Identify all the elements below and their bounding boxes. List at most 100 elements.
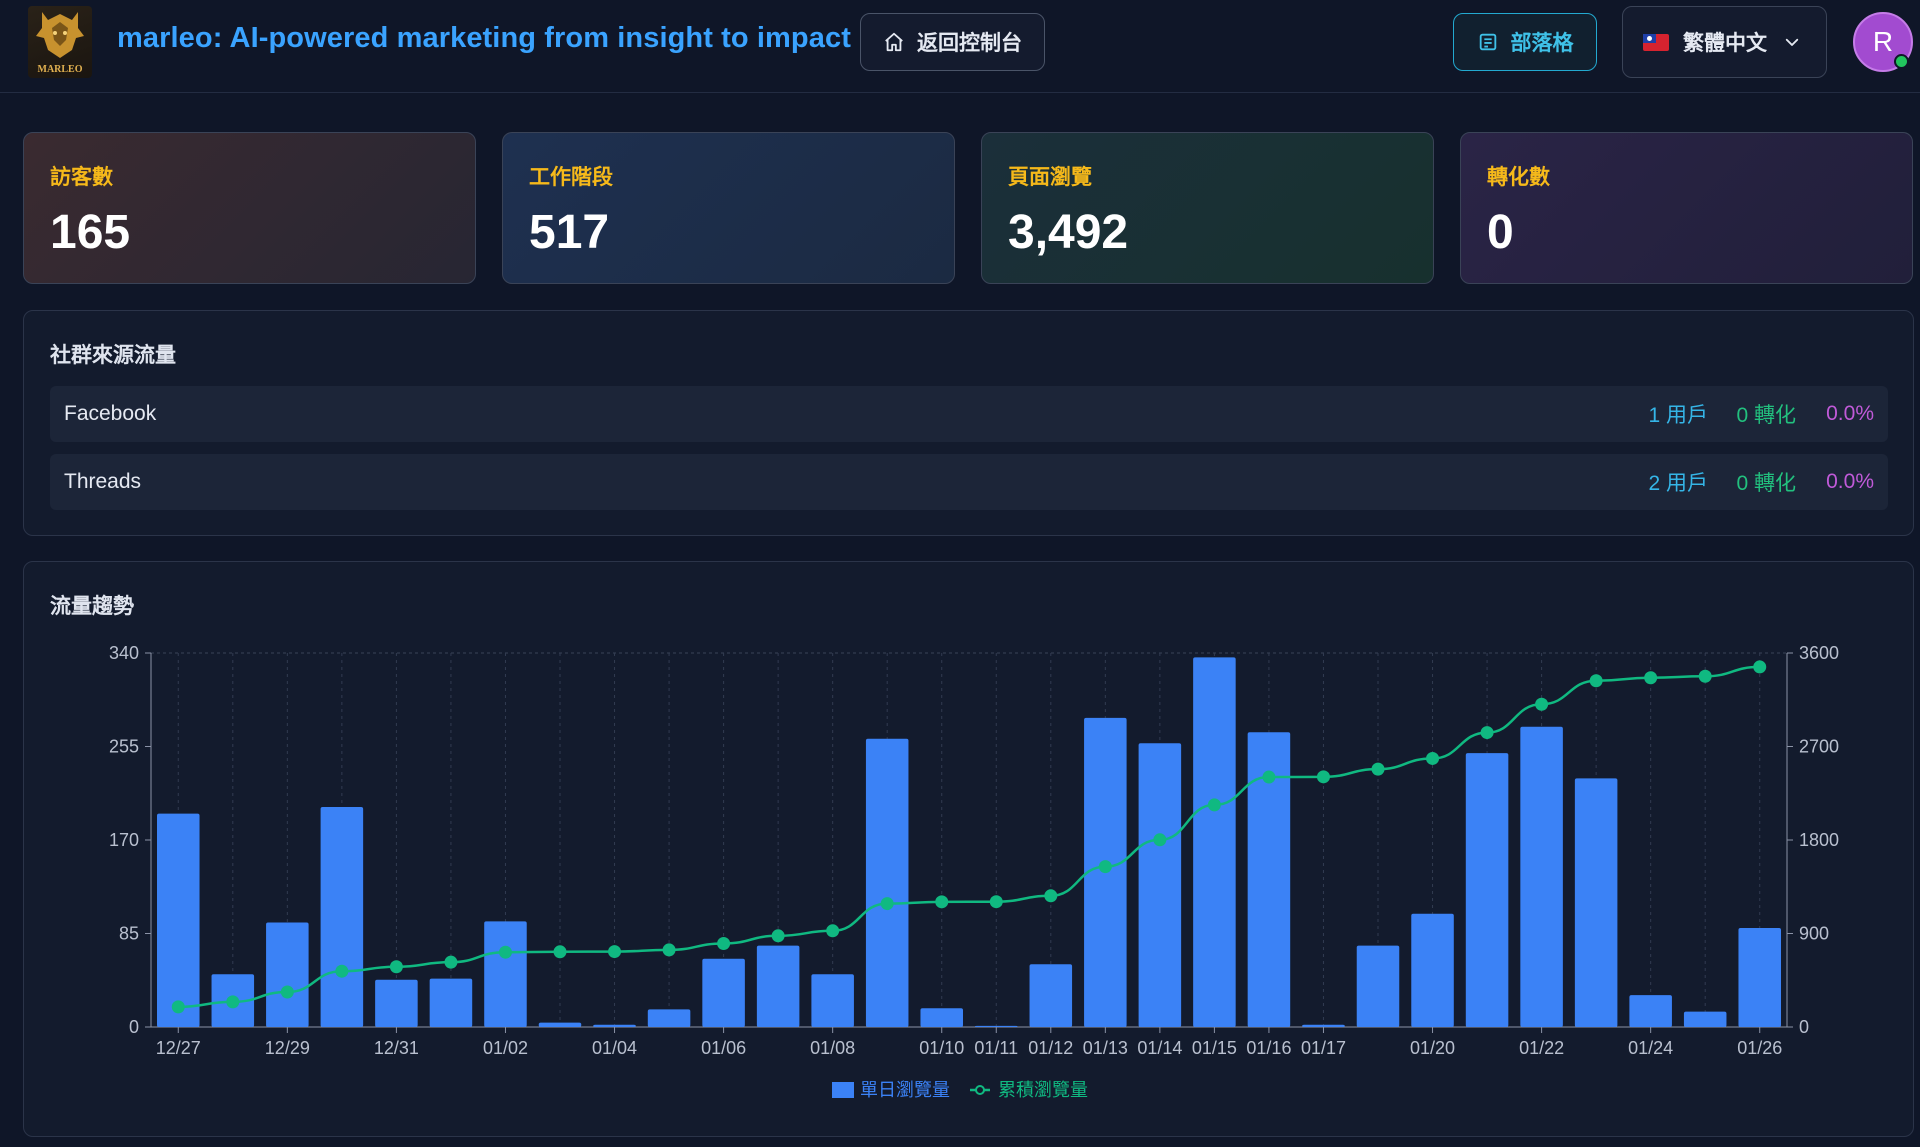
- bar-daily-views: [1029, 964, 1073, 1027]
- point-cumulative-views: [1262, 770, 1276, 784]
- traffic-trend-chart: 0 85 170 255 340 0 900 1800 2700 3600 12/27 12/29 12…: [109, 643, 1839, 1100]
- point-cumulative-views: [880, 897, 894, 911]
- stat-card-visitors: 訪客數 165: [23, 132, 476, 284]
- bar-daily-views: [1247, 732, 1291, 1027]
- blog-label: 部落格: [1510, 32, 1574, 55]
- x-tick-label: 01/13: [1083, 1038, 1128, 1058]
- social-traffic-panel: 社群來源流量 Facebook 1 用戶 0 轉化 0.0% Threads 2…: [23, 310, 1914, 536]
- point-cumulative-views: [1535, 697, 1549, 711]
- y-left-tick-label: 340: [109, 643, 139, 663]
- bar-daily-views: [538, 1022, 582, 1027]
- stat-label: 工作階段: [529, 166, 613, 189]
- bar-daily-views: [811, 974, 854, 1027]
- bar-daily-views: [1738, 928, 1782, 1027]
- point-cumulative-views: [1098, 860, 1112, 874]
- stat-value: 3,492: [1008, 206, 1129, 259]
- bar-daily-views: [1520, 726, 1563, 1027]
- y-left-tick-label: 85: [119, 924, 139, 944]
- bar-daily-views: [429, 978, 473, 1027]
- bar-daily-views: [702, 958, 745, 1027]
- legend-swatch-bar: [832, 1082, 854, 1098]
- point-cumulative-views: [280, 985, 294, 999]
- point-cumulative-views: [1426, 751, 1440, 765]
- x-tick-label: 01/22: [1519, 1038, 1564, 1058]
- point-cumulative-views: [662, 943, 676, 957]
- y-right-tick-label: 0: [1799, 1017, 1809, 1037]
- stat-value: 165: [50, 206, 131, 259]
- language-select[interactable]: 繁體中文: [1622, 6, 1827, 78]
- source-users: 1 用戶: [1648, 404, 1708, 427]
- y-left-tick-label: 255: [109, 737, 139, 757]
- point-cumulative-views: [335, 964, 349, 978]
- social-row-threads[interactable]: Threads 2 用戶 0 轉化 0.0%: [50, 454, 1888, 510]
- point-cumulative-views: [1207, 798, 1221, 812]
- x-tick-label: 01/20: [1410, 1038, 1455, 1058]
- x-tick-label: 01/15: [1192, 1038, 1237, 1058]
- bar-daily-views: [320, 807, 364, 1027]
- source-name: Threads: [64, 470, 142, 493]
- bar-daily-views: [756, 945, 800, 1027]
- x-tick-label: 01/14: [1137, 1038, 1182, 1058]
- marleo-logo[interactable]: MARLEO: [28, 6, 92, 78]
- app-title: marleo: AI-powered marketing from insigh…: [117, 22, 851, 54]
- x-tick-label: 01/12: [1028, 1038, 1073, 1058]
- logo-text: MARLEO: [38, 64, 83, 75]
- bar-daily-views: [1574, 778, 1618, 1027]
- point-cumulative-views: [171, 1000, 185, 1014]
- point-cumulative-views: [553, 945, 567, 959]
- point-cumulative-views: [1316, 770, 1330, 784]
- point-cumulative-views: [1589, 674, 1603, 688]
- stat-value: 0: [1487, 206, 1514, 259]
- y-right-tick-label: 2700: [1799, 737, 1839, 757]
- back-to-dashboard-label: 返回控制台: [917, 32, 1022, 55]
- point-cumulative-views: [1371, 762, 1385, 776]
- x-tick-label: 01/02: [483, 1038, 528, 1058]
- stat-label: 訪客數: [50, 166, 113, 189]
- point-cumulative-views: [935, 895, 949, 909]
- x-tick-label: 01/26: [1737, 1038, 1782, 1058]
- stat-label: 轉化數: [1487, 166, 1550, 189]
- source-conversion-rate: 0.0%: [1826, 470, 1874, 493]
- x-tick-label: 12/29: [265, 1038, 310, 1058]
- x-tick-label: 01/10: [919, 1038, 964, 1058]
- point-cumulative-views: [608, 945, 622, 959]
- point-cumulative-views: [498, 945, 512, 959]
- home-icon: [885, 32, 903, 52]
- x-tick-label: 01/17: [1301, 1038, 1346, 1058]
- y-right-tick-label: 900: [1799, 924, 1829, 944]
- traffic-trend-panel: 流量趨勢 0 85 170 255 340 0 900 1800 2700 3600 12/27 12…: [23, 561, 1914, 1137]
- traffic-trend-title: 流量趨勢: [50, 595, 134, 618]
- social-traffic-title: 社群來源流量: [50, 344, 176, 367]
- source-users: 2 用戶: [1648, 472, 1708, 495]
- y-right-tick-label: 1800: [1799, 830, 1839, 850]
- x-tick-label: 01/08: [810, 1038, 855, 1058]
- y-left-tick-label: 0: [129, 1017, 139, 1037]
- back-to-dashboard-button[interactable]: 返回控制台: [860, 13, 1045, 71]
- bar-daily-views: [156, 813, 200, 1027]
- source-name: Facebook: [64, 402, 157, 425]
- source-conversions: 0 轉化: [1736, 472, 1796, 495]
- point-cumulative-views: [826, 924, 840, 938]
- y-right-tick-label: 3600: [1799, 643, 1839, 663]
- x-tick-label: 01/04: [592, 1038, 637, 1058]
- point-cumulative-views: [1698, 669, 1712, 683]
- source-conversions: 0 轉化: [1736, 404, 1796, 427]
- bar-daily-views: [1302, 1024, 1345, 1027]
- taiwan-flag-icon: [1643, 33, 1669, 51]
- stat-label: 頁面瀏覽: [1008, 166, 1092, 189]
- blog-button[interactable]: 部落格: [1453, 13, 1597, 71]
- language-label: 繁體中文: [1683, 32, 1767, 55]
- source-conversion-rate: 0.0%: [1826, 402, 1874, 425]
- point-cumulative-views: [989, 895, 1003, 909]
- stat-card-pageviews: 頁面瀏覽 3,492: [981, 132, 1434, 284]
- point-cumulative-views: [226, 995, 240, 1009]
- x-tick-label: 01/11: [974, 1038, 1018, 1058]
- bar-daily-views: [1683, 1011, 1727, 1027]
- y-left-tick-label: 170: [109, 830, 139, 850]
- chevron-down-icon: [1785, 38, 1799, 46]
- x-tick-label: 01/06: [701, 1038, 746, 1058]
- bar-daily-views: [865, 738, 909, 1027]
- x-tick-label: 12/27: [156, 1038, 201, 1058]
- social-row-facebook[interactable]: Facebook 1 用戶 0 轉化 0.0%: [50, 386, 1888, 442]
- bar-daily-views: [974, 1025, 1018, 1027]
